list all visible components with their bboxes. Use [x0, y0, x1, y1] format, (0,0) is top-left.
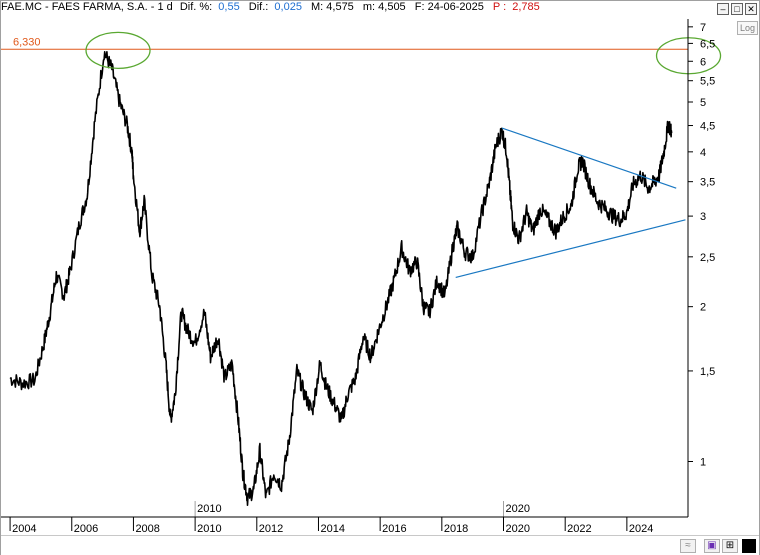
- close-icon[interactable]: ✕: [745, 3, 757, 15]
- y-tick-label: 2: [700, 302, 706, 314]
- x-tick-label: 2014: [320, 523, 344, 535]
- p-label: P :: [492, 1, 507, 13]
- decade-marker-label: 2010: [197, 503, 221, 515]
- save-icon[interactable]: ▣: [704, 539, 720, 553]
- x-tick-label: 2024: [629, 523, 653, 535]
- price-chart[interactable]: 6,330 2010 2020 7 6,5 6 5,5 5 4,5 4 3,5 3 2,5 2 1,5 1 20…: [1, 1, 759, 535]
- x-tick-label: 2018: [444, 523, 468, 535]
- log-scale-button[interactable]: Log: [737, 21, 758, 35]
- y-tick-label: 7: [700, 22, 706, 34]
- y-tick-label: 4,5: [700, 121, 715, 133]
- y-tick-label: 2,5: [700, 252, 715, 264]
- chart-header: FAE.MC - FAES FARMA, S.A. - 1 d Dif. %: …: [1, 1, 759, 19]
- color-swatch-icon[interactable]: [742, 539, 756, 553]
- wave-icon[interactable]: ≈: [680, 539, 696, 553]
- y-tick-label: 1: [700, 457, 706, 469]
- trendline: [455, 219, 686, 278]
- y-tick-label: 3: [700, 211, 706, 223]
- min-label: m: 4,505: [362, 1, 406, 13]
- symbol-name: FAE.MC - FAES FARMA, S.A. - 1 d: [1, 1, 173, 13]
- x-tick-label: 2020: [506, 523, 530, 535]
- p-value: 2,785: [512, 1, 540, 13]
- dif-pct-value: 0,55: [218, 1, 240, 13]
- maximize-icon[interactable]: □: [731, 3, 743, 15]
- window-controls: – □ ✕: [717, 3, 757, 15]
- dif-pct-label: Dif. %:: [179, 1, 213, 13]
- dif-label: Dif.:: [248, 1, 269, 13]
- y-tick-label: 4: [700, 147, 706, 159]
- date-label: F: 24-06-2025: [414, 1, 484, 13]
- highlight-ellipse: [655, 37, 722, 75]
- x-tick-label: 2022: [567, 523, 591, 535]
- y-tick-label: 1,5: [700, 366, 715, 378]
- x-tick-label: 2006: [74, 523, 98, 535]
- price-line: [9, 51, 673, 506]
- x-tick-label: 2008: [135, 523, 159, 535]
- x-tick-label: 2010: [197, 523, 221, 535]
- y-tick-label: 5,5: [700, 76, 715, 88]
- highlight-ellipse: [85, 31, 151, 70]
- decade-marker-label: 2020: [506, 503, 530, 515]
- x-tick-label: 2004: [12, 523, 36, 535]
- y-tick-label: 6: [700, 56, 706, 68]
- y-tick-label: 6,5: [700, 38, 715, 50]
- max-label: M: 4,575: [311, 1, 354, 13]
- x-tick-label: 2012: [259, 523, 283, 535]
- trendline: [501, 127, 677, 189]
- resistance-label: 6,330: [13, 36, 41, 48]
- minimize-icon[interactable]: –: [717, 3, 729, 15]
- bottom-toolbar: ≈ ▣ ⊞: [1, 535, 759, 555]
- y-tick-label: 3,5: [700, 177, 715, 189]
- x-tick-label: 2016: [382, 523, 406, 535]
- dif-value: 0,025: [274, 1, 302, 13]
- y-tick-label: 5: [700, 97, 706, 109]
- split-icon[interactable]: ⊞: [722, 539, 738, 553]
